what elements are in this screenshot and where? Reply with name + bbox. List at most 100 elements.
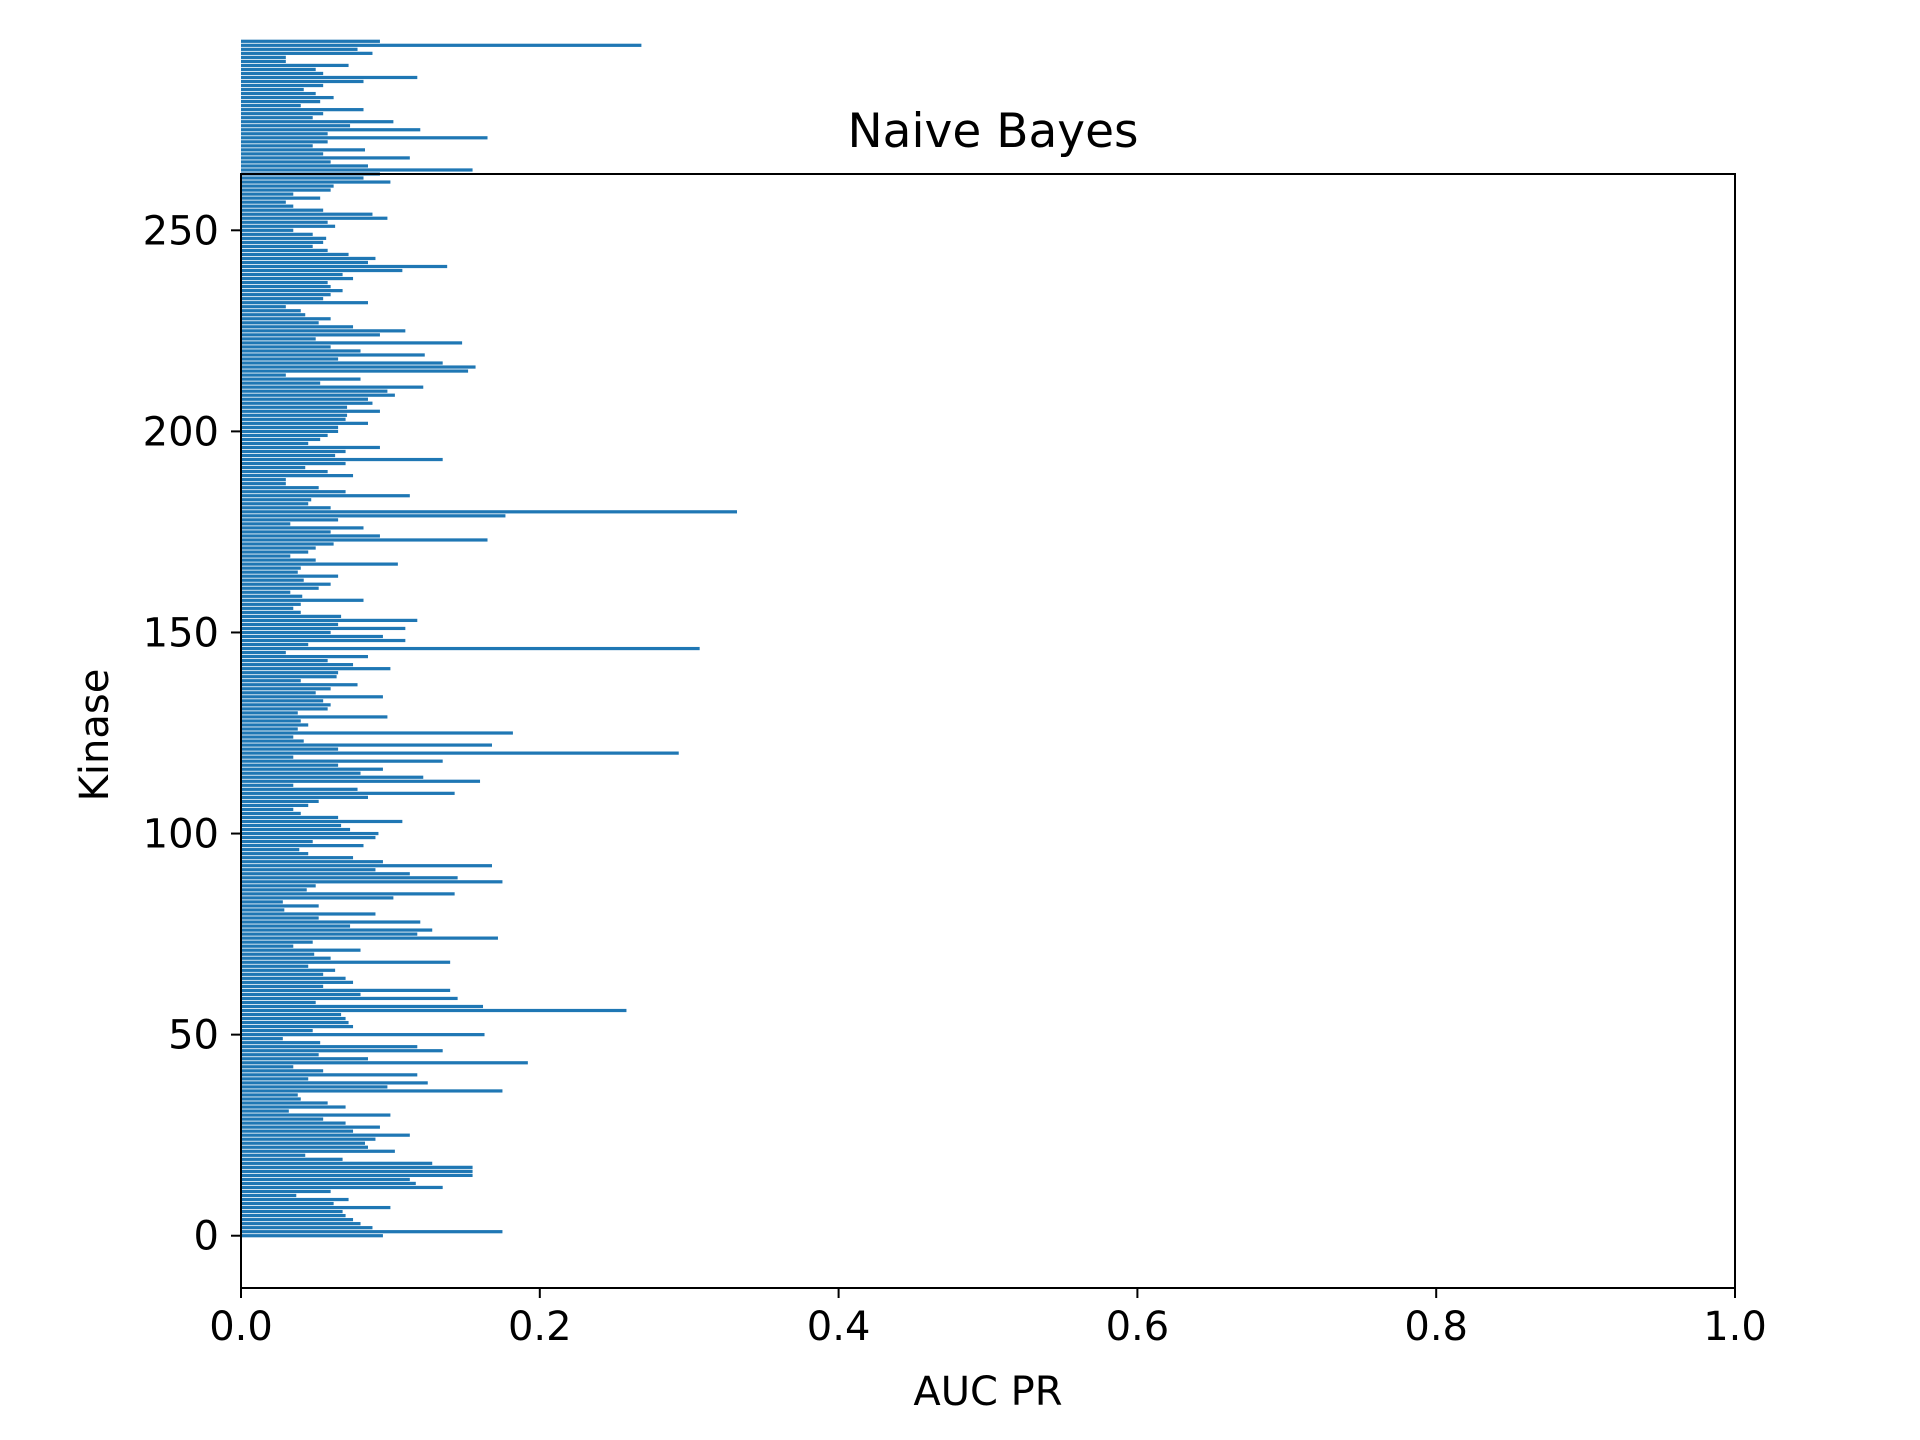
bar bbox=[241, 1189, 331, 1194]
bar bbox=[241, 715, 388, 719]
bar bbox=[241, 976, 346, 980]
bar bbox=[241, 719, 301, 723]
bar bbox=[241, 276, 354, 281]
bar bbox=[241, 349, 361, 353]
bar bbox=[241, 711, 298, 715]
bar bbox=[241, 888, 307, 892]
bar bbox=[241, 329, 406, 333]
bar bbox=[241, 164, 368, 168]
bar bbox=[241, 566, 301, 570]
bar bbox=[241, 1113, 391, 1117]
bar bbox=[241, 1117, 324, 1121]
bar bbox=[241, 120, 394, 124]
bar bbox=[241, 880, 503, 884]
bar bbox=[241, 152, 324, 156]
y-tick-label: 0 bbox=[194, 1214, 219, 1260]
bar bbox=[241, 389, 388, 393]
bar bbox=[241, 39, 380, 43]
bar bbox=[241, 1012, 342, 1017]
bar bbox=[241, 868, 376, 872]
x-tick-label: 0.0 bbox=[209, 1304, 273, 1350]
x-tick-label: 0.6 bbox=[1106, 1304, 1170, 1350]
bar bbox=[241, 280, 328, 285]
bar bbox=[241, 839, 313, 844]
bar bbox=[241, 1008, 627, 1013]
bar bbox=[241, 1157, 343, 1161]
bar bbox=[241, 425, 339, 429]
bar bbox=[241, 345, 331, 349]
bar bbox=[241, 104, 301, 108]
bar bbox=[241, 530, 331, 534]
bar bbox=[241, 622, 339, 627]
x-tick-label: 0.4 bbox=[807, 1304, 871, 1350]
bar-series bbox=[241, 39, 738, 1238]
bar bbox=[241, 309, 301, 313]
bar bbox=[241, 1049, 443, 1053]
bar bbox=[241, 968, 336, 972]
bar bbox=[241, 506, 331, 510]
bar bbox=[241, 156, 410, 160]
bar bbox=[241, 1109, 289, 1113]
bar bbox=[241, 980, 354, 984]
bar bbox=[241, 397, 368, 401]
bar bbox=[241, 1181, 416, 1186]
bar bbox=[241, 482, 286, 486]
bar bbox=[241, 469, 328, 474]
bar bbox=[241, 1037, 283, 1041]
bar bbox=[241, 582, 331, 586]
y-tick-label: 150 bbox=[143, 610, 219, 656]
bar bbox=[241, 124, 351, 128]
bar bbox=[241, 936, 498, 940]
bar bbox=[241, 502, 309, 506]
bar bbox=[241, 1137, 376, 1141]
bar bbox=[241, 928, 433, 932]
y-tick-label: 100 bbox=[143, 812, 219, 858]
bar bbox=[241, 176, 364, 180]
bar bbox=[241, 1173, 473, 1178]
bar bbox=[241, 108, 364, 112]
y-tick-label: 250 bbox=[143, 208, 219, 254]
bar bbox=[241, 1218, 354, 1222]
bar bbox=[241, 1169, 473, 1173]
bar bbox=[241, 1214, 346, 1218]
bar bbox=[241, 707, 328, 711]
bar bbox=[241, 844, 364, 848]
bar bbox=[241, 71, 324, 76]
bar bbox=[241, 357, 339, 361]
bar bbox=[241, 47, 358, 51]
bar bbox=[241, 208, 324, 212]
bar bbox=[241, 646, 700, 651]
bar bbox=[241, 1177, 410, 1182]
bar bbox=[241, 606, 294, 610]
bar bbox=[241, 116, 313, 120]
bar bbox=[241, 216, 388, 220]
bar bbox=[241, 1020, 349, 1025]
bar bbox=[241, 405, 348, 409]
bar bbox=[241, 1234, 383, 1238]
bar bbox=[241, 626, 406, 631]
bar bbox=[241, 264, 448, 269]
bar bbox=[241, 297, 324, 301]
bar bbox=[241, 932, 418, 936]
bar bbox=[241, 920, 421, 924]
bar bbox=[241, 1045, 418, 1049]
bar bbox=[241, 128, 421, 132]
bar bbox=[241, 896, 394, 900]
bar bbox=[241, 474, 354, 478]
bar bbox=[241, 799, 319, 803]
y-tick-label: 200 bbox=[143, 409, 219, 455]
bar bbox=[241, 510, 738, 514]
bar bbox=[241, 486, 319, 490]
bar bbox=[241, 650, 286, 655]
bar bbox=[241, 988, 451, 993]
bar bbox=[241, 654, 368, 659]
bar bbox=[241, 1193, 297, 1198]
bar bbox=[241, 1073, 418, 1077]
bar bbox=[241, 586, 319, 590]
bar bbox=[241, 964, 309, 968]
bar bbox=[241, 196, 321, 200]
bar bbox=[241, 542, 334, 546]
bar bbox=[241, 180, 391, 184]
bar bbox=[241, 341, 463, 345]
bar bbox=[241, 1125, 380, 1129]
